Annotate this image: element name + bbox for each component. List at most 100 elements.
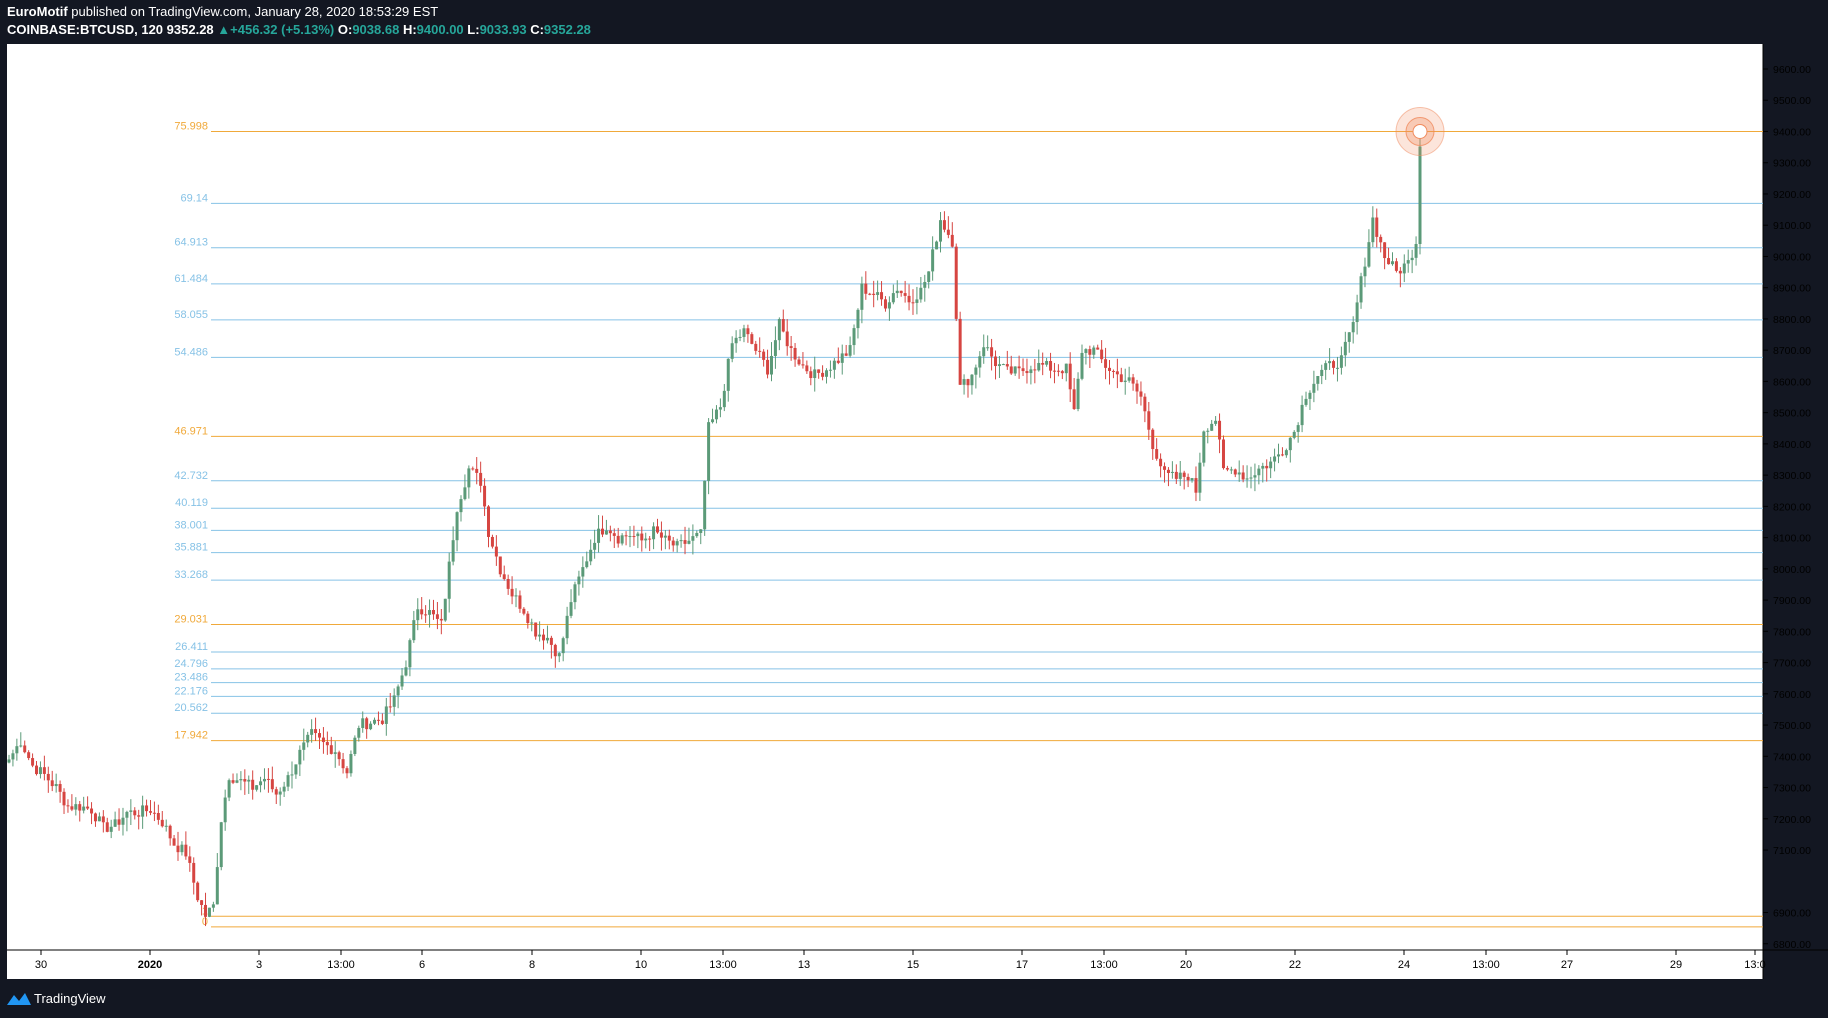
candle — [78, 800, 82, 822]
candle — [1371, 206, 1375, 248]
candle — [828, 360, 832, 378]
candle — [1308, 390, 1312, 410]
author-name[interactable]: EuroMotif — [7, 4, 68, 19]
candle — [1108, 359, 1112, 385]
fib-level-label: 64.913 — [174, 237, 208, 249]
candle — [1221, 435, 1225, 470]
candle — [553, 643, 557, 668]
candle — [762, 349, 766, 367]
candle — [455, 511, 459, 552]
candle — [612, 528, 616, 549]
candle — [785, 319, 789, 356]
candle — [935, 240, 939, 250]
candle — [561, 636, 565, 662]
candle — [35, 760, 39, 776]
candle — [400, 667, 404, 690]
candle — [1151, 428, 1155, 460]
candle — [1375, 208, 1379, 248]
candle — [781, 309, 785, 333]
candle — [121, 807, 125, 836]
candle — [1147, 401, 1151, 440]
candle — [408, 638, 412, 677]
price-tick-label: 8400.00 — [1773, 439, 1811, 451]
candle — [282, 781, 286, 797]
candle — [659, 521, 663, 551]
candle — [1335, 356, 1339, 382]
candle — [1387, 247, 1391, 265]
candle — [1288, 437, 1292, 463]
candle — [7, 754, 11, 764]
candle — [404, 660, 408, 677]
candle — [1206, 428, 1210, 444]
price-tick-label: 8500.00 — [1773, 408, 1811, 420]
fibonacci-retracement[interactable]: 75.998 69.14 64.913 61.484 58.055 54.486 46.97… — [174, 120, 1763, 928]
candle — [459, 495, 463, 522]
candle — [1355, 294, 1359, 335]
candle — [962, 374, 966, 395]
last-price: 9352.28 — [166, 22, 214, 37]
price-tick-label: 9400.00 — [1773, 126, 1811, 138]
candle — [1084, 348, 1088, 365]
candle — [361, 711, 365, 733]
candle — [223, 789, 227, 831]
candle — [314, 717, 318, 741]
fib-level-label: 29.031 — [174, 613, 208, 625]
candle — [699, 529, 703, 545]
time-tick-label: 13:00 — [709, 959, 737, 971]
candle — [1316, 375, 1320, 391]
candle — [695, 530, 699, 538]
candle — [259, 776, 263, 793]
candle — [317, 728, 321, 749]
candle — [156, 804, 160, 825]
candle — [990, 338, 994, 371]
candle — [1241, 465, 1245, 483]
candle — [113, 811, 117, 828]
time-axis[interactable]: 30 2020 3 13:00 6 8 10 13:00 13 15 17 13:00 20 22 24 13… — [35, 950, 1766, 971]
candle — [1194, 466, 1198, 502]
price-tick-label: 7900.00 — [1773, 595, 1811, 607]
candle — [451, 526, 455, 566]
candle — [656, 518, 660, 534]
price-tick-label: 7800.00 — [1773, 626, 1811, 638]
symbol-label[interactable]: COINBASE:BTCUSD, 120 — [7, 22, 164, 37]
candle — [353, 735, 357, 757]
candle — [974, 364, 978, 389]
candle — [821, 365, 825, 381]
brand-name[interactable]: TradingView — [34, 991, 106, 1006]
time-tick-label: 8 — [529, 959, 535, 971]
publish-info: EuroMotif published on TradingView.com, … — [7, 4, 438, 19]
candle — [1367, 229, 1371, 268]
candle — [471, 466, 475, 471]
tradingview-logo-icon[interactable] — [6, 990, 32, 1008]
candle — [62, 788, 66, 814]
price-axis[interactable]: 9600.00 9500.00 9400.00 9300.00 9200.00 9100.… — [1763, 64, 1811, 951]
candle — [1304, 391, 1308, 407]
candle — [1104, 347, 1108, 380]
candle — [490, 534, 494, 549]
candle — [337, 750, 341, 766]
candle — [416, 598, 420, 631]
candle — [1170, 461, 1174, 479]
candle — [1174, 464, 1178, 485]
candle — [652, 522, 656, 550]
price-tick-label: 8700.00 — [1773, 345, 1811, 357]
candle — [1056, 364, 1060, 377]
candle — [145, 799, 149, 817]
candle — [58, 780, 62, 803]
price-chart[interactable]: 75.998 69.14 64.913 61.484 58.055 54.486 46.97… — [0, 44, 1828, 982]
candle — [667, 529, 671, 550]
candle — [435, 601, 439, 630]
candle — [1261, 462, 1265, 483]
candle — [1324, 360, 1328, 380]
candle — [148, 800, 152, 816]
candle — [247, 775, 251, 794]
candle — [498, 556, 502, 578]
candle — [349, 750, 353, 777]
price-tick-label: 9500.00 — [1773, 95, 1811, 107]
candle — [1005, 350, 1009, 370]
candle — [1041, 352, 1045, 376]
candle — [549, 635, 553, 659]
candle — [585, 551, 589, 569]
candle — [1265, 459, 1269, 482]
candle — [278, 787, 282, 806]
